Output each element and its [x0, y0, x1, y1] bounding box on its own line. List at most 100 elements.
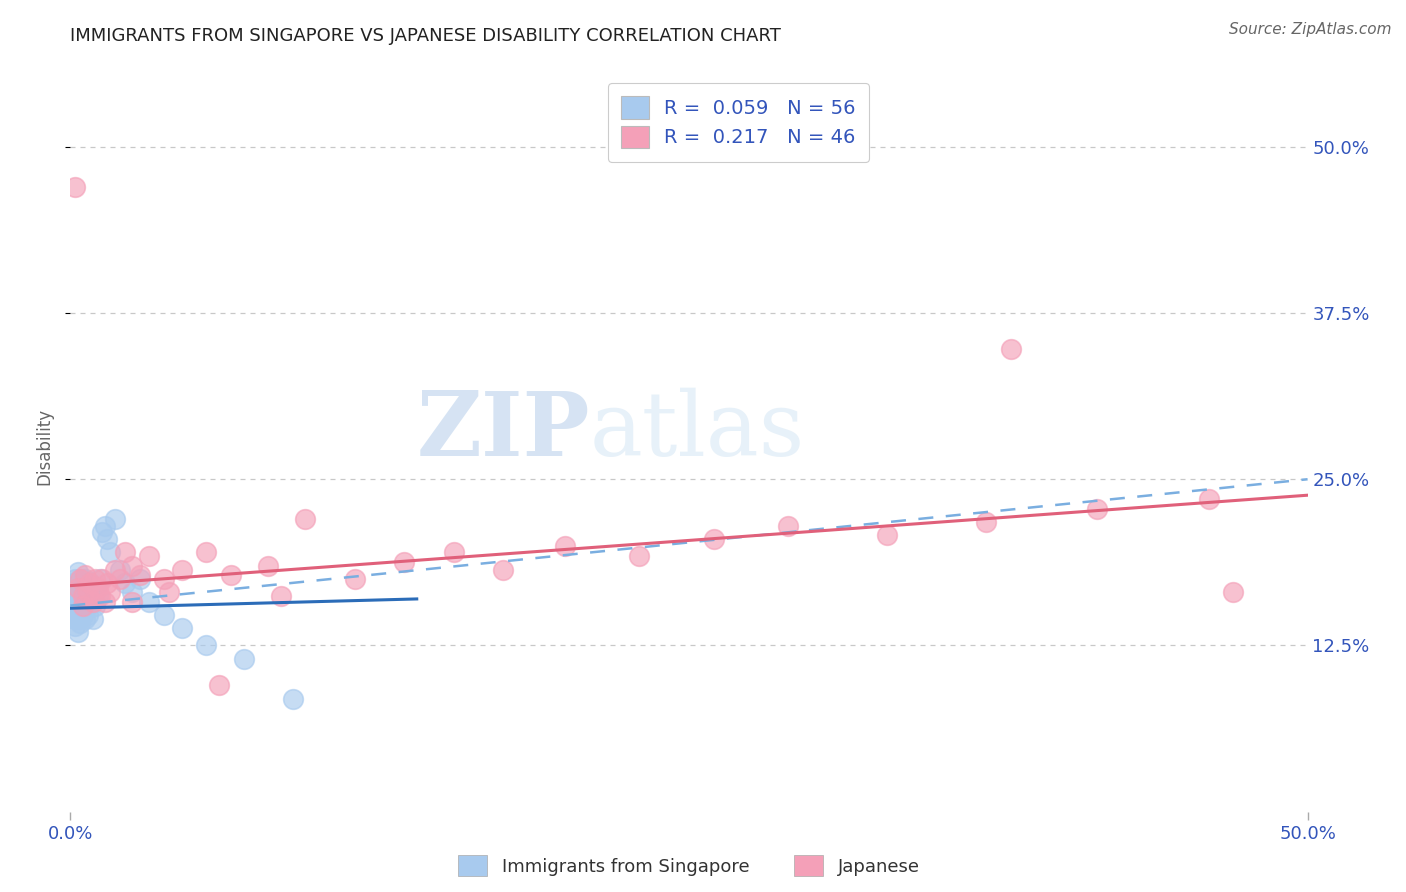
- Point: [121, 585, 143, 599]
- Point: [138, 594, 160, 608]
- Point: [66, 579, 89, 593]
- Point: [628, 549, 651, 564]
- Point: [69, 572, 91, 586]
- Point: [66, 566, 89, 580]
- Text: atlas: atlas: [591, 388, 806, 475]
- Point: [66, 612, 89, 626]
- Point: [65, 602, 87, 616]
- Point: [72, 589, 94, 603]
- Point: [69, 582, 91, 596]
- Point: [270, 589, 292, 603]
- Point: [72, 585, 94, 599]
- Point: [157, 585, 180, 599]
- Point: [72, 576, 94, 591]
- Point: [66, 588, 89, 602]
- Point: [153, 572, 176, 586]
- Point: [72, 599, 94, 613]
- Point: [86, 589, 108, 603]
- Y-axis label: Disability: Disability: [35, 408, 53, 484]
- Point: [104, 563, 127, 577]
- Point: [75, 591, 97, 606]
- Point: [195, 639, 218, 653]
- Point: [876, 528, 898, 542]
- Point: [65, 572, 87, 586]
- Point: [62, 576, 84, 591]
- Point: [65, 612, 87, 626]
- Point: [66, 594, 89, 608]
- Point: [114, 576, 136, 591]
- Text: Source: ZipAtlas.com: Source: ZipAtlas.com: [1229, 22, 1392, 37]
- Point: [98, 545, 121, 559]
- Point: [66, 625, 89, 640]
- Point: [65, 594, 87, 608]
- Point: [257, 558, 280, 573]
- Point: [121, 558, 143, 573]
- Point: [94, 518, 117, 533]
- Point: [394, 555, 416, 569]
- Point: [76, 582, 98, 596]
- Point: [208, 678, 231, 692]
- Point: [84, 599, 107, 613]
- Point: [66, 599, 89, 613]
- Point: [62, 599, 84, 613]
- Point: [75, 568, 97, 582]
- Point: [76, 599, 98, 613]
- Point: [79, 576, 101, 591]
- Point: [69, 589, 91, 603]
- Point: [108, 572, 131, 586]
- Point: [72, 607, 94, 622]
- Point: [96, 532, 118, 546]
- Point: [65, 618, 87, 632]
- Point: [232, 652, 254, 666]
- Point: [96, 576, 118, 591]
- Point: [82, 612, 104, 626]
- Point: [170, 563, 193, 577]
- Point: [84, 572, 107, 586]
- Point: [69, 572, 91, 586]
- Point: [75, 612, 97, 626]
- Point: [776, 518, 799, 533]
- Text: IMMIGRANTS FROM SINGAPORE VS JAPANESE DISABILITY CORRELATION CHART: IMMIGRANTS FROM SINGAPORE VS JAPANESE DI…: [70, 27, 782, 45]
- Point: [492, 563, 515, 577]
- Point: [281, 691, 304, 706]
- Point: [65, 179, 87, 194]
- Point: [219, 568, 242, 582]
- Point: [69, 605, 91, 619]
- Point: [343, 572, 366, 586]
- Point: [974, 515, 997, 529]
- Point: [128, 568, 150, 582]
- Point: [89, 572, 111, 586]
- Point: [91, 572, 114, 586]
- Point: [104, 512, 127, 526]
- Legend: Immigrants from Singapore, Japanese: Immigrants from Singapore, Japanese: [451, 848, 927, 883]
- Point: [703, 532, 725, 546]
- Point: [121, 594, 143, 608]
- Text: ZIP: ZIP: [416, 388, 591, 475]
- Point: [94, 594, 117, 608]
- Point: [114, 545, 136, 559]
- Point: [1198, 492, 1220, 507]
- Point: [1000, 342, 1022, 356]
- Point: [153, 607, 176, 622]
- Point: [69, 615, 91, 630]
- Point: [170, 621, 193, 635]
- Point: [86, 582, 108, 596]
- Point: [76, 585, 98, 599]
- Point: [62, 607, 84, 622]
- Point: [72, 594, 94, 608]
- Point: [82, 594, 104, 608]
- Point: [443, 545, 465, 559]
- Point: [1222, 585, 1244, 599]
- Point: [128, 572, 150, 586]
- Point: [91, 525, 114, 540]
- Point: [138, 549, 160, 564]
- Point: [82, 594, 104, 608]
- Point: [195, 545, 218, 559]
- Point: [76, 607, 98, 622]
- Point: [98, 585, 121, 599]
- Point: [72, 599, 94, 613]
- Point: [554, 539, 576, 553]
- Point: [65, 582, 87, 596]
- Point: [79, 589, 101, 603]
- Point: [84, 585, 107, 599]
